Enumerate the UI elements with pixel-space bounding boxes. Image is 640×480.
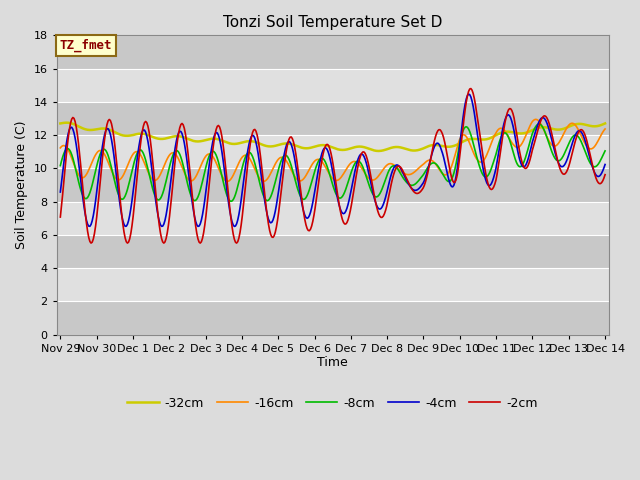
Bar [57, 202, 609, 235]
-8cm [388, 163, 396, 169]
-2cm [287, 134, 295, 140]
-2cm [362, 153, 370, 159]
-32cm [56, 120, 64, 126]
-16cm [554, 142, 561, 147]
Line: -16cm: -16cm [60, 120, 605, 181]
-4cm [458, 125, 466, 131]
-4cm [465, 91, 472, 97]
-4cm [287, 142, 295, 147]
-32cm [459, 139, 467, 144]
Line: -2cm: -2cm [60, 89, 605, 243]
-2cm [467, 86, 475, 92]
-4cm [601, 162, 609, 168]
Bar [57, 301, 609, 335]
Line: -8cm: -8cm [60, 124, 605, 201]
-16cm [362, 172, 370, 178]
-8cm [287, 163, 295, 168]
Line: -4cm: -4cm [60, 94, 605, 227]
-16cm [532, 117, 540, 122]
-16cm [601, 126, 609, 132]
-2cm [388, 176, 396, 182]
-2cm [554, 156, 561, 162]
-32cm [601, 120, 609, 126]
-4cm [226, 208, 234, 214]
-2cm [601, 172, 609, 178]
X-axis label: Time: Time [317, 356, 348, 369]
Bar [57, 69, 609, 102]
-8cm [56, 163, 64, 168]
-8cm [226, 198, 234, 204]
Bar [57, 168, 609, 202]
-4cm [230, 224, 238, 229]
Bar [57, 135, 609, 168]
Line: -32cm: -32cm [60, 123, 605, 151]
-16cm [388, 161, 396, 167]
-8cm [227, 198, 235, 204]
-8cm [535, 121, 543, 127]
-16cm [227, 176, 235, 182]
-16cm [56, 145, 64, 151]
-4cm [388, 168, 396, 174]
Bar [57, 36, 609, 69]
-8cm [601, 148, 609, 154]
-2cm [227, 216, 235, 221]
-16cm [458, 133, 466, 139]
-2cm [56, 214, 64, 220]
Bar [57, 235, 609, 268]
-32cm [227, 141, 235, 146]
-16cm [223, 179, 231, 184]
-4cm [554, 157, 561, 163]
Y-axis label: Soil Temperature (C): Soil Temperature (C) [15, 120, 28, 249]
-8cm [458, 132, 466, 137]
-16cm [287, 167, 295, 173]
-32cm [554, 127, 561, 132]
-4cm [362, 160, 370, 166]
-2cm [160, 240, 168, 246]
-32cm [390, 144, 397, 150]
-32cm [375, 148, 383, 154]
Bar [57, 102, 609, 135]
-8cm [362, 174, 370, 180]
-4cm [56, 189, 64, 195]
-2cm [458, 135, 466, 141]
-32cm [63, 120, 71, 126]
-8cm [554, 158, 561, 164]
-32cm [287, 141, 295, 147]
Legend: -32cm, -16cm, -8cm, -4cm, -2cm: -32cm, -16cm, -8cm, -4cm, -2cm [122, 392, 543, 415]
-32cm [362, 145, 370, 151]
Text: TZ_fmet: TZ_fmet [60, 39, 112, 52]
Title: Tonzi Soil Temperature Set D: Tonzi Soil Temperature Set D [223, 15, 442, 30]
Bar [57, 268, 609, 301]
